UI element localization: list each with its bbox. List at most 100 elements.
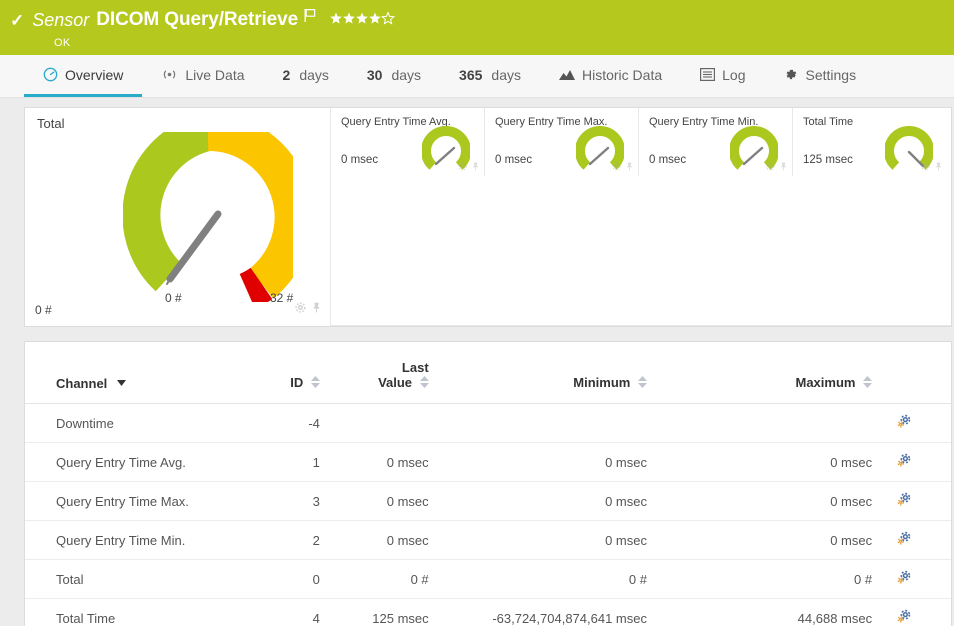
cell-last-value: 0 msec (329, 442, 439, 482)
pin-icon[interactable] (625, 159, 634, 174)
cell-maximum: 44,688 msec (656, 598, 883, 626)
table-row[interactable]: Downtime -4 (25, 403, 951, 443)
cell-id: 1 (252, 442, 330, 482)
tab-overview[interactable]: Overview (24, 55, 143, 97)
pin-icon[interactable] (311, 301, 322, 316)
table-row[interactable]: Query Entry Time Avg. 1 0 msec 0 msec 0 … (25, 442, 951, 482)
table-row[interactable]: Query Entry Time Min. 2 0 msec 0 msec 0 … (25, 520, 951, 560)
small-gauge-total-time: Total Time 125 msec (793, 108, 947, 176)
tab-log[interactable]: Log (681, 55, 764, 97)
small-gauge-title: Query Entry Time Max. (495, 116, 608, 128)
cell-actions[interactable] (882, 403, 951, 443)
gears-icon[interactable] (896, 570, 911, 588)
rating-stars[interactable] (330, 10, 396, 25)
chart-icon (558, 68, 575, 81)
sensor-kind-label: Sensor (32, 9, 90, 30)
list-icon (700, 68, 716, 81)
column-header-last-value-line1: Last (401, 360, 429, 375)
sort-arrows-icon (637, 376, 647, 391)
channels-table: Channel ID Last Value (25, 342, 951, 626)
column-header-last-value-line2: Value (378, 375, 413, 390)
tab-2-days[interactable]: 2 days (264, 55, 348, 97)
main-gauge-label-mid: 0 # (165, 291, 182, 305)
gear-icon[interactable] (921, 159, 930, 174)
table-row[interactable]: Total Time 4 125 msec -63,724,704,874,64… (25, 598, 951, 626)
flag-icon[interactable] (304, 8, 316, 25)
gears-icon[interactable] (896, 414, 911, 432)
tab-settings[interactable]: Settings (764, 55, 875, 97)
column-header-last-value[interactable]: Last Value (329, 342, 439, 404)
cell-minimum: 0 # (438, 559, 657, 599)
gear-icon[interactable] (612, 159, 621, 174)
column-header-maximum[interactable]: Maximum (656, 342, 883, 404)
column-header-actions (882, 342, 951, 404)
column-header-channel-label: Channel (56, 376, 108, 391)
small-gauge-query-entry-time-max: Query Entry Time Max. 0 msec (485, 108, 639, 176)
tab-30-days-label: days (391, 66, 422, 83)
cell-minimum: 0 msec (438, 481, 657, 521)
small-gauge-tools (612, 159, 634, 174)
table-row[interactable]: Total 0 0 # 0 # 0 # (25, 559, 951, 599)
pin-icon[interactable] (779, 159, 788, 174)
tab-365-days-label: days (491, 66, 521, 83)
cell-channel: Query Entry Time Avg. (25, 442, 253, 482)
cell-maximum: 0 msec (656, 520, 883, 560)
sort-arrows-icon (863, 376, 873, 391)
chevron-down-icon (116, 374, 126, 389)
tab-log-label: Log (722, 66, 746, 83)
small-gauge-tools (766, 159, 788, 174)
cell-channel: Total Time (25, 598, 253, 626)
pin-icon[interactable] (934, 159, 943, 174)
small-gauge-value: 0 msec (495, 154, 533, 166)
cell-minimum (438, 403, 657, 443)
cell-minimum: 0 msec (438, 520, 657, 560)
tab-365-days-number: 365 (459, 66, 483, 83)
cell-actions[interactable] (882, 598, 951, 626)
cell-actions[interactable] (882, 559, 951, 599)
column-header-id-label: ID (290, 375, 304, 390)
cell-last-value: 0 # (329, 559, 439, 599)
small-gauge-value: 0 msec (649, 154, 687, 166)
gauge-icon (43, 67, 58, 82)
tab-30-days[interactable]: 30 days (348, 55, 440, 97)
small-gauge-graphic (884, 125, 934, 175)
tab-live-data[interactable]: Live Data (142, 55, 263, 97)
column-header-channel[interactable]: Channel (25, 342, 253, 404)
main-gauge-tools (295, 301, 322, 316)
small-gauge-title: Query Entry Time Min. (649, 116, 759, 128)
small-gauge-query-entry-time-min: Query Entry Time Min. 0 msec (639, 108, 793, 176)
cell-minimum: 0 msec (438, 442, 657, 482)
tab-365-days[interactable]: 365 days (440, 55, 540, 97)
gear-icon[interactable] (458, 159, 467, 174)
cell-actions[interactable] (882, 481, 951, 521)
status-badge: OK (54, 37, 71, 49)
gears-icon[interactable] (896, 492, 911, 510)
gears-icon[interactable] (896, 609, 911, 626)
tab-overview-label: Overview (65, 66, 124, 83)
tab-bar: Overview Live Data 2 days 30 days 365 da… (0, 55, 954, 98)
tab-historic-data[interactable]: Historic Data (540, 55, 681, 97)
table-row[interactable]: Query Entry Time Max. 3 0 msec 0 msec 0 … (25, 481, 951, 521)
main-gauge-label-left: 0 # (35, 303, 52, 317)
main-gauge-title: Total (37, 116, 65, 131)
gears-icon[interactable] (896, 453, 911, 471)
cell-maximum (656, 403, 883, 443)
cell-actions[interactable] (882, 520, 951, 560)
gear-icon[interactable] (295, 301, 306, 316)
main-gauge-label-right: 32 # (270, 291, 294, 305)
cell-channel: Query Entry Time Max. (25, 481, 253, 521)
column-header-minimum[interactable]: Minimum (438, 342, 657, 404)
gear-icon (783, 67, 798, 82)
sort-arrows-icon (310, 376, 320, 391)
checkmark-icon: ✓ (10, 10, 25, 30)
small-gauges-row: Query Entry Time Avg. 0 msec Query Entry… (331, 108, 951, 326)
gear-icon[interactable] (766, 159, 775, 174)
gears-icon[interactable] (896, 531, 911, 549)
cell-id: -4 (252, 403, 330, 443)
small-gauge-graphic (729, 125, 779, 175)
cell-actions[interactable] (882, 442, 951, 482)
column-header-id[interactable]: ID (252, 342, 330, 404)
channels-panel: Channel ID Last Value (24, 341, 952, 626)
small-gauge-title: Query Entry Time Avg. (341, 116, 451, 128)
pin-icon[interactable] (471, 159, 480, 174)
